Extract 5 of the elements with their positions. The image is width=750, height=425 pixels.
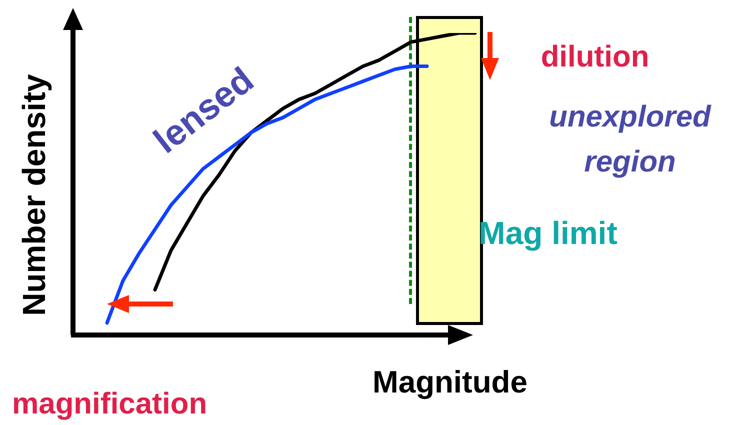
y-axis-title: Number density [16,74,52,316]
text: magnification [12,387,208,420]
x-axis-title: Magnitude [372,364,528,400]
text: dilution [540,40,650,74]
text: unexplored region [549,100,712,178]
